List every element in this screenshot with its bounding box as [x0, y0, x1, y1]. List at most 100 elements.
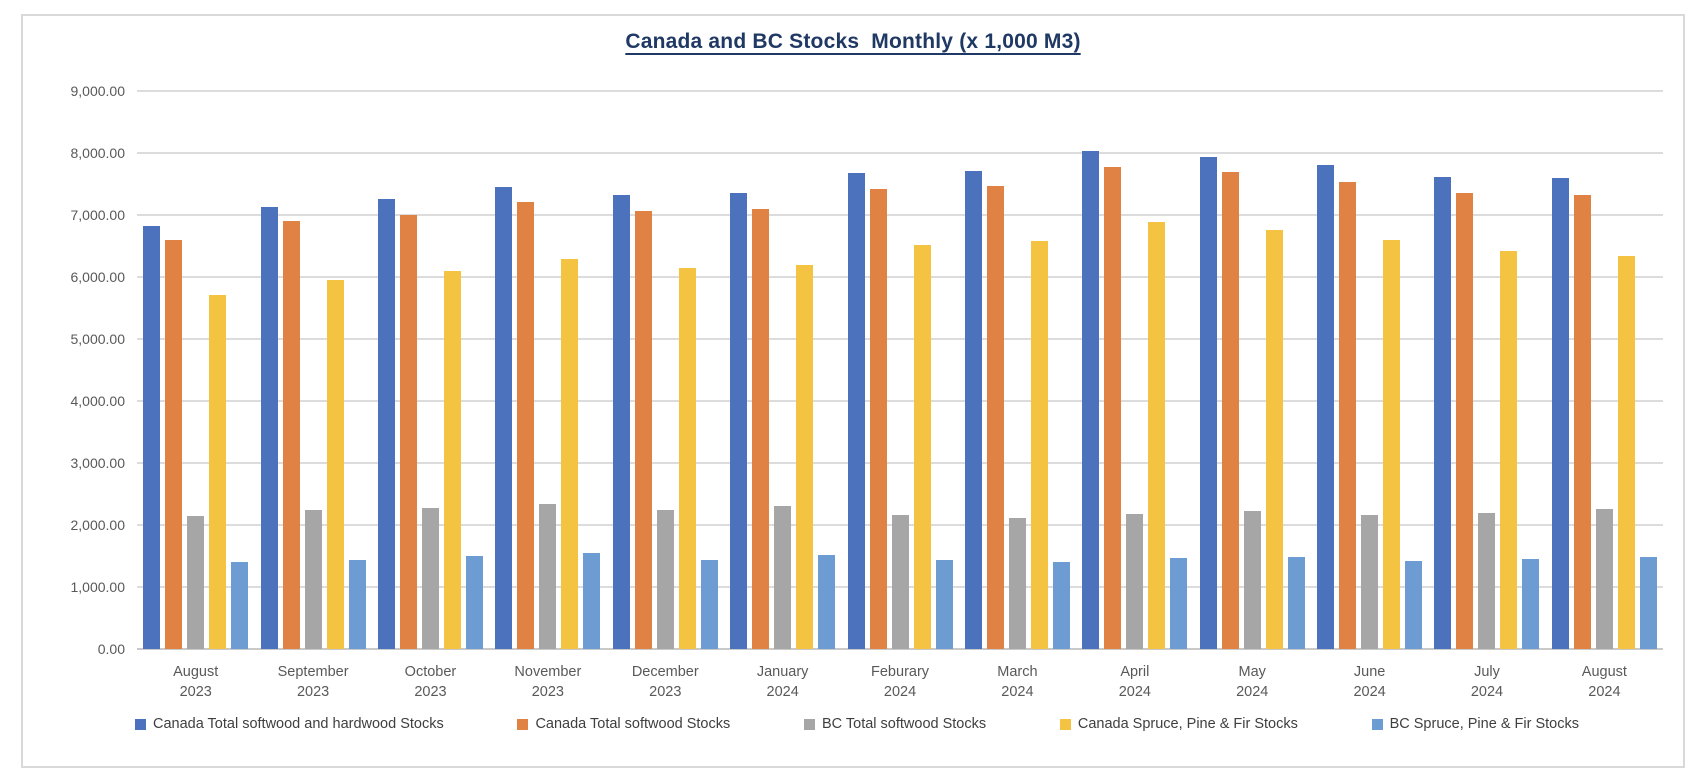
bar	[495, 187, 513, 649]
bar-group-june-2024	[1311, 91, 1428, 649]
bar-group-august-2024	[1546, 91, 1663, 649]
y-tick-label: 7,000.00	[70, 207, 126, 223]
x-axis-label: August 2024	[1581, 664, 1627, 700]
y-tick-label: 5,000.00	[70, 331, 126, 347]
y-axis: 0.00 1,000.00 2,000.00 3,000.00 4,000.00 5,00…	[47, 83, 137, 657]
x-axis-row: August 2023 September 2023 October 2023 Novemb…	[47, 662, 1663, 702]
bar	[1551, 178, 1569, 649]
bar	[143, 226, 161, 649]
bar	[1287, 557, 1305, 649]
bar-group-march-2024	[959, 91, 1076, 649]
bar	[1639, 557, 1657, 649]
bar	[774, 506, 792, 649]
x-axis-line	[137, 648, 1663, 650]
bar	[165, 240, 183, 649]
bar	[891, 515, 909, 649]
bar	[935, 560, 953, 649]
bar	[326, 280, 344, 649]
chart-title: Canada and BC Stocks Monthly (x 1,000 M3…	[625, 30, 1081, 53]
y-tick-label: 2,000.00	[70, 517, 126, 533]
bar	[1265, 230, 1283, 649]
bar	[421, 508, 439, 649]
bar	[1339, 182, 1357, 649]
bar-group-september-2023	[254, 91, 371, 649]
bar	[517, 202, 535, 649]
bar	[1405, 561, 1423, 649]
bar	[1030, 241, 1048, 649]
plot-row: 0.00 1,000.00 2,000.00 3,000.00 4,000.00 5,00…	[47, 83, 1663, 657]
bar	[282, 221, 300, 649]
legend-label: BC Total softwood Stocks	[821, 716, 987, 732]
x-axis-label: July 2024	[1470, 664, 1504, 700]
bar	[796, 265, 814, 649]
legend-item: Canada Spruce, Pine & Fir Stocks	[1059, 716, 1298, 732]
chart-area: 0.00 1,000.00 2,000.00 3,000.00 4,000.00 5,00…	[47, 83, 1663, 702]
bar-group-feburary-2024	[841, 91, 958, 649]
bar	[678, 268, 696, 649]
gridline	[137, 152, 1663, 154]
bar	[612, 195, 630, 649]
bar	[1595, 509, 1613, 649]
bar-group-january-2024	[724, 91, 841, 649]
legend-item: Canada Total softwood Stocks	[517, 716, 730, 732]
legend-swatch-icon	[1371, 718, 1383, 730]
bar	[209, 295, 227, 649]
bar-group-october-2023	[372, 91, 489, 649]
x-axis-label: December 2023	[631, 664, 699, 700]
x-axis-label: September 2023	[277, 664, 349, 700]
y-tick-label: 9,000.00	[70, 83, 126, 99]
x-axis-label: October 2023	[404, 664, 457, 700]
x-axis-label: Feburary 2024	[871, 664, 930, 700]
bar	[656, 510, 674, 649]
x-axis-label: May 2024	[1236, 664, 1269, 700]
bar	[1126, 514, 1144, 649]
bar	[539, 504, 557, 649]
bar	[1148, 222, 1166, 649]
bar	[1082, 151, 1100, 649]
plot-area	[137, 90, 1663, 650]
bar	[399, 215, 417, 649]
y-tick-label: 6,000.00	[70, 269, 126, 285]
bar	[1243, 511, 1261, 649]
gridline	[137, 338, 1663, 340]
bar	[1522, 559, 1540, 649]
bar	[1104, 167, 1122, 649]
bar	[561, 259, 579, 649]
bar	[260, 207, 278, 649]
legend-swatch-icon	[1059, 718, 1071, 730]
bar	[1221, 172, 1239, 649]
bar	[1008, 518, 1026, 649]
bar	[187, 516, 205, 649]
bar	[1500, 251, 1518, 649]
bar	[1383, 240, 1401, 649]
legend-swatch-icon	[517, 718, 529, 730]
gridline	[137, 276, 1663, 278]
chart-frame: Canada and BC Stocks Monthly (x 1,000 M3…	[21, 14, 1685, 768]
y-tick-label: 1,000.00	[70, 579, 126, 595]
bar	[986, 186, 1004, 649]
x-axis: August 2023 September 2023 October 2023 Novemb…	[137, 662, 1663, 702]
bar	[304, 510, 322, 649]
legend-item: BC Total softwood Stocks	[803, 716, 987, 732]
bar	[443, 271, 461, 649]
bar	[1434, 177, 1452, 649]
bar	[1317, 165, 1335, 649]
bar	[913, 245, 931, 649]
legend-swatch-icon	[135, 718, 146, 730]
bar-group-november-2023	[489, 91, 606, 649]
bar-group-may-2024	[1194, 91, 1311, 649]
legend-label: Canada Spruce, Pine & Fir Stocks	[1077, 716, 1298, 732]
legend-label: Canada Total softwood and hardwood Stock…	[153, 716, 444, 732]
legend-label: Canada Total softwood Stocks	[535, 716, 731, 732]
bar	[752, 209, 770, 649]
x-axis-label: April 2024	[1118, 664, 1151, 700]
x-axis-label: January 2024	[756, 664, 809, 700]
bar	[465, 556, 483, 649]
legend: Canada Total softwood and hardwood Stock…	[23, 716, 1683, 732]
bar	[634, 211, 652, 649]
y-tick-label: 3,000.00	[70, 455, 126, 471]
y-tick-label: 4,000.00	[70, 393, 126, 409]
bar	[818, 555, 836, 649]
bar	[700, 560, 718, 649]
